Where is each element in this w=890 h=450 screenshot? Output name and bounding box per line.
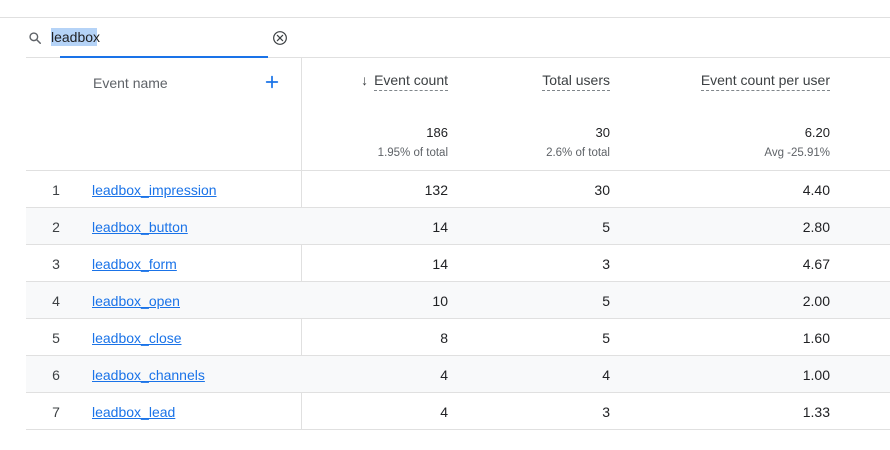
header-per-user-label: Event count per user	[700, 72, 830, 91]
total-per-user: 6.20	[804, 125, 830, 140]
table-row: 3 leadbox_form 14 3 4.67	[26, 245, 890, 282]
per-user-cell: 2.00	[802, 293, 830, 309]
total-users-cell: 30	[594, 182, 610, 198]
event-count-cell: 14	[432, 256, 448, 272]
table-row: 5 leadbox_close 8 5 1.60	[26, 319, 890, 356]
per-user-cell: 1.60	[802, 330, 830, 346]
event-name-link[interactable]: leadbox_open	[92, 293, 180, 309]
events-table: Event name ↓ Event count Total users Even…	[26, 58, 890, 430]
row-index: 1	[52, 182, 60, 198]
total-users-cell: 3	[602, 404, 610, 420]
table-row: 7 leadbox_lead 4 3 1.33	[26, 393, 890, 430]
total-per-user-avg: Avg -25.91%	[764, 147, 830, 159]
table-header: Event name ↓ Event count Total users Even…	[26, 58, 890, 171]
total-users-cell: 5	[602, 330, 610, 346]
event-name-link[interactable]: leadbox_button	[92, 219, 188, 235]
event-name-link[interactable]: leadbox_lead	[92, 404, 176, 420]
table-row: 6 leadbox_channels 4 4 1.00	[26, 356, 890, 393]
row-index: 5	[52, 330, 60, 346]
per-user-cell: 4.67	[802, 256, 830, 272]
event-name-link[interactable]: leadbox_channels	[92, 367, 205, 383]
search-bar	[26, 18, 890, 58]
table-row: 1 leadbox_impression 132 30 4.40	[26, 171, 890, 208]
table-body: 1 leadbox_impression 132 30 4.40 2 leadb…	[26, 171, 890, 430]
top-divider	[0, 17, 890, 18]
event-count-cell: 14	[432, 219, 448, 235]
event-name-link[interactable]: leadbox_form	[92, 256, 177, 272]
row-index: 2	[52, 219, 60, 235]
event-name-link[interactable]: leadbox_impression	[92, 182, 217, 198]
table-row: 4 leadbox_open 10 5 2.00	[26, 282, 890, 319]
header-event-count-per-user[interactable]: Event count per user	[700, 72, 830, 91]
per-user-cell: 1.00	[802, 367, 830, 383]
event-count-cell: 8	[440, 330, 448, 346]
total-event-count-share: 1.95% of total	[377, 147, 448, 159]
per-user-cell: 1.33	[802, 404, 830, 420]
search-field[interactable]	[51, 18, 268, 58]
total-users-cell: 4	[602, 367, 610, 383]
header-event-name[interactable]: Event name	[93, 75, 168, 91]
per-user-cell: 4.40	[802, 182, 830, 198]
total-users-cell: 5	[602, 293, 610, 309]
arrow-down-icon: ↓	[361, 72, 369, 88]
header-event-count-label: Event count	[374, 72, 448, 91]
row-index: 6	[52, 367, 60, 383]
per-user-cell: 2.80	[802, 219, 830, 235]
row-index: 7	[52, 404, 60, 420]
total-users-cell: 3	[602, 256, 610, 272]
event-count-cell: 132	[424, 182, 448, 198]
search-icon	[29, 32, 42, 45]
total-users-share: 2.6% of total	[546, 147, 610, 159]
clear-search-icon[interactable]	[272, 30, 288, 46]
total-users-value: 30	[595, 125, 610, 140]
total-event-count: 186	[426, 125, 448, 140]
event-name-link[interactable]: leadbox_close	[92, 330, 182, 346]
add-dimension-icon[interactable]	[264, 74, 280, 90]
row-index: 4	[52, 293, 60, 309]
header-event-count[interactable]: ↓ Event count	[361, 72, 448, 91]
search-input[interactable]	[51, 28, 251, 46]
header-total-users[interactable]: Total users	[542, 72, 610, 91]
total-users-cell: 5	[602, 219, 610, 235]
event-count-cell: 10	[432, 293, 448, 309]
table-row: 2 leadbox_button 14 5 2.80	[26, 208, 890, 245]
event-count-cell: 4	[440, 367, 448, 383]
row-index: 3	[52, 256, 60, 272]
header-total-users-label: Total users	[542, 72, 610, 91]
event-count-cell: 4	[440, 404, 448, 420]
